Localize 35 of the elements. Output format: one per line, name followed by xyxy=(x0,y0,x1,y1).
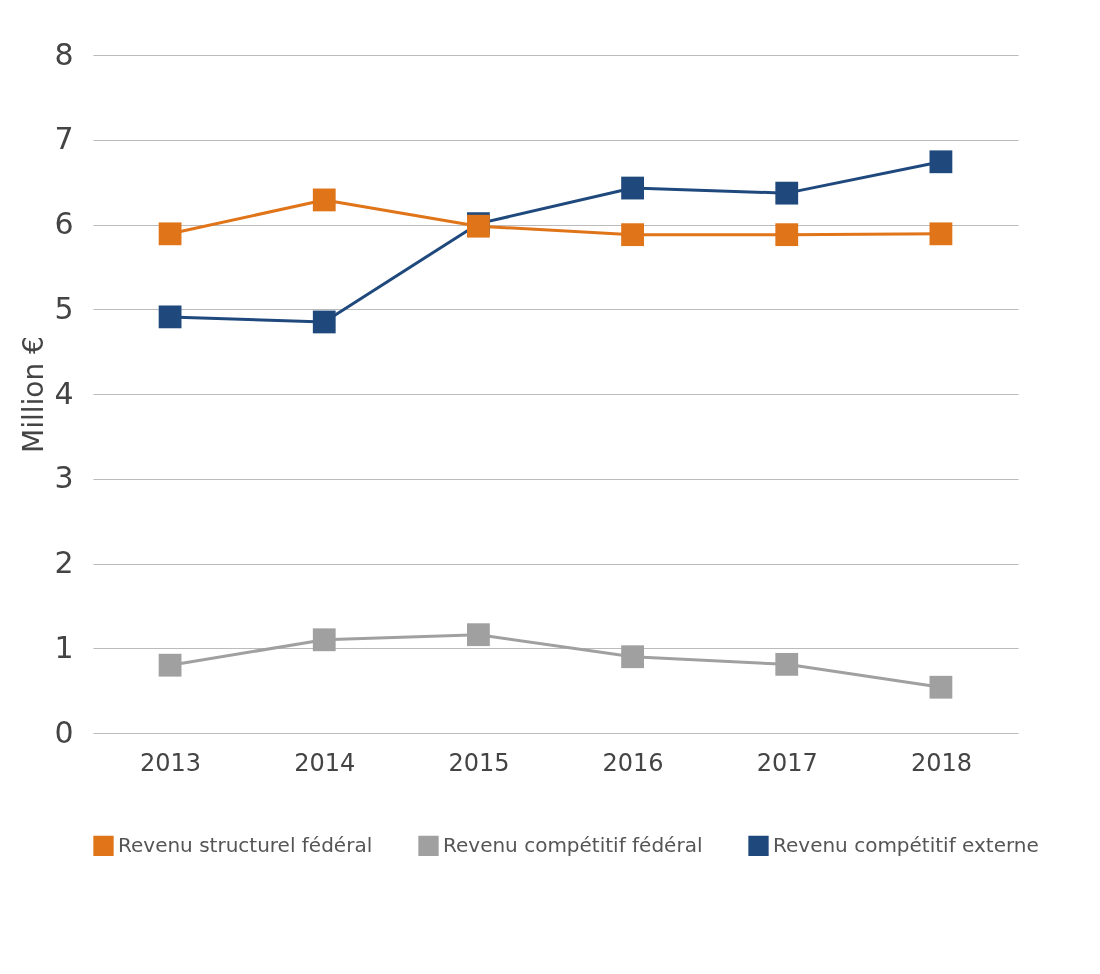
point xyxy=(621,176,644,200)
y-tick-label: 3 xyxy=(54,460,74,496)
x-tick-label: 2013 xyxy=(140,748,202,777)
y-tick-label: 2 xyxy=(54,545,74,580)
y-tick-label: 0 xyxy=(54,714,74,750)
point xyxy=(467,623,490,647)
x-tick-label: 2016 xyxy=(602,748,664,777)
y-tick-label: 6 xyxy=(54,206,74,241)
y-tick-label: 8 xyxy=(54,36,74,72)
point xyxy=(775,652,799,676)
y-tick-label: 5 xyxy=(54,290,74,326)
x-tick-label: 2015 xyxy=(448,748,510,777)
point xyxy=(158,222,182,246)
y-tick-label: 4 xyxy=(54,375,74,411)
legend-label: Revenu compétitif fédéral xyxy=(443,832,703,857)
point xyxy=(158,305,182,329)
point xyxy=(775,181,799,205)
point xyxy=(929,222,953,246)
x-tick-label: 2014 xyxy=(294,748,356,777)
point xyxy=(929,150,953,174)
point xyxy=(621,223,644,247)
x-tick-label: 2017 xyxy=(756,748,818,777)
legend-label: Revenu structurel fédéral xyxy=(118,832,373,857)
y-tick-label: 7 xyxy=(54,121,74,157)
y-tick-label: 1 xyxy=(54,629,74,665)
point xyxy=(775,223,799,247)
legend-label: Revenu compétitif externe xyxy=(773,832,1039,857)
point xyxy=(312,188,336,212)
point xyxy=(158,653,182,677)
point xyxy=(929,675,953,699)
point xyxy=(312,310,336,334)
point xyxy=(312,628,336,652)
y-axis-title: Million € xyxy=(17,336,51,453)
x-tick-label: 2018 xyxy=(910,748,972,777)
point xyxy=(621,645,644,669)
